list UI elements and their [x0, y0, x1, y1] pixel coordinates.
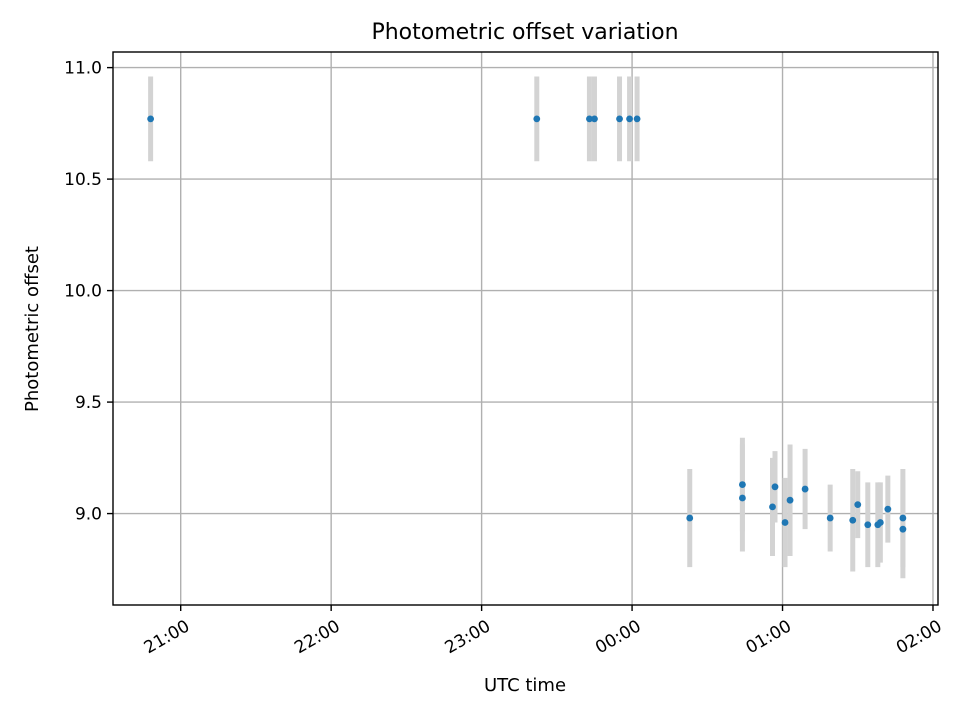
data-point: [771, 483, 779, 491]
data-point: [591, 115, 598, 123]
grid: [113, 52, 938, 605]
data-point: [586, 115, 593, 123]
x-axis-label: UTC time: [484, 675, 566, 696]
data-points: [147, 115, 907, 533]
y-tick-label: 11.0: [64, 59, 102, 79]
y-axis-label: Photometric offset: [22, 246, 43, 412]
data-point: [826, 514, 834, 522]
data-point: [533, 115, 541, 123]
data-point: [864, 521, 872, 529]
data-point: [801, 485, 809, 493]
data-point: [769, 503, 776, 511]
data-point: [739, 494, 746, 502]
data-point: [616, 115, 623, 123]
y-tick-label: 9.5: [75, 393, 102, 413]
y-tick-label: 9.0: [75, 505, 102, 525]
data-point: [884, 505, 892, 513]
y-tick-label: 10.0: [64, 282, 102, 302]
data-point: [899, 525, 907, 533]
data-point: [739, 481, 746, 488]
data-point: [854, 501, 862, 509]
y-axis-ticks: 9.0 9.5 10.0 10.5 11.0: [64, 59, 113, 525]
data-point: [899, 514, 907, 522]
data-point: [686, 514, 694, 522]
data-point: [781, 519, 789, 526]
plot-frame: [112, 51, 939, 606]
data-point: [786, 496, 794, 504]
data-point: [849, 516, 857, 524]
data-point: [626, 115, 633, 123]
y-tick-label: 10.5: [64, 170, 102, 190]
chart-title: Photometric offset variation: [371, 20, 678, 45]
data-point: [633, 115, 641, 123]
data-point: [147, 115, 155, 123]
data-point: [876, 519, 884, 526]
